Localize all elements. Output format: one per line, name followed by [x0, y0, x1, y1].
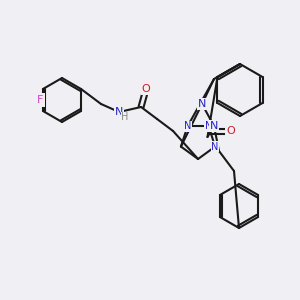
- Text: N: N: [212, 142, 219, 152]
- Text: N: N: [115, 107, 123, 117]
- Text: N: N: [210, 121, 218, 131]
- Text: N: N: [198, 99, 206, 109]
- Text: N: N: [205, 122, 212, 131]
- Text: F: F: [37, 95, 43, 105]
- Text: O: O: [142, 84, 150, 94]
- Text: H: H: [122, 112, 129, 122]
- Text: O: O: [226, 127, 235, 136]
- Text: N: N: [184, 122, 191, 131]
